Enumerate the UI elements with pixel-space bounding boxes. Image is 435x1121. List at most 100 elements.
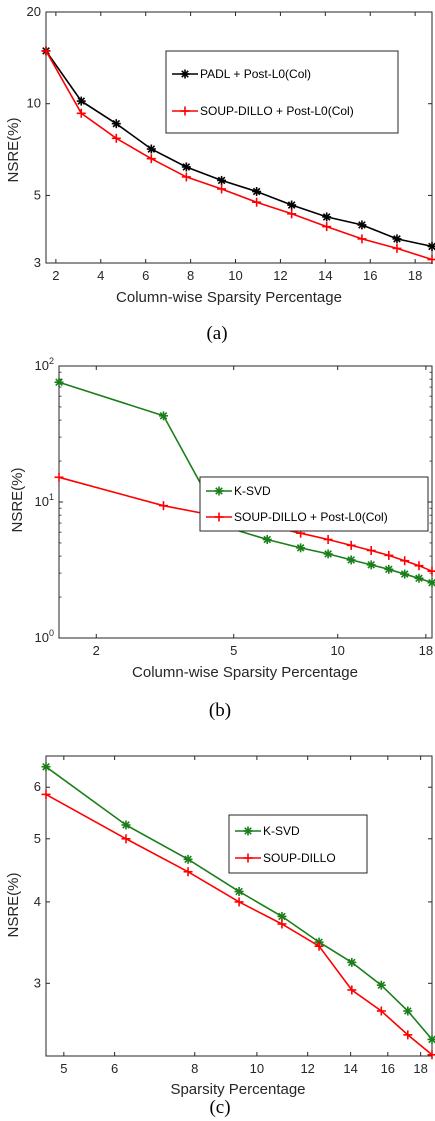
data-point bbox=[376, 980, 386, 990]
data-point bbox=[252, 187, 262, 197]
x-tick-label: 5 bbox=[60, 1061, 67, 1076]
data-point bbox=[146, 144, 156, 154]
data-point bbox=[427, 1050, 435, 1060]
x-tick-label: 6 bbox=[142, 268, 149, 283]
data-point bbox=[121, 834, 131, 844]
data-point bbox=[347, 957, 357, 967]
data-point bbox=[183, 854, 193, 864]
y-axis-label-a: NSRE(%) bbox=[5, 117, 22, 182]
data-point bbox=[323, 549, 333, 559]
data-point bbox=[277, 919, 287, 929]
chart-c: 5 6 8 10 12 14 16 18 3 4 5 6 K-SVD SOUP-DILLO Sparsi… bbox=[5, 755, 435, 1118]
data-point bbox=[366, 545, 376, 555]
data-point bbox=[427, 1034, 435, 1044]
data-point bbox=[183, 867, 193, 877]
y-tick-label: 5 bbox=[34, 831, 41, 846]
data-point bbox=[287, 209, 297, 219]
legend-entry: K-SVD bbox=[235, 824, 300, 838]
data-point bbox=[403, 1006, 413, 1016]
data-point bbox=[403, 1030, 413, 1040]
x-tick-label: 18 bbox=[408, 268, 422, 283]
legend-marker bbox=[214, 512, 224, 522]
series-line bbox=[45, 766, 433, 1040]
y-tick-label: 20 bbox=[27, 4, 41, 19]
legend-entry: K-SVD bbox=[206, 484, 271, 498]
data-point bbox=[427, 578, 435, 588]
y-tick-label: 5 bbox=[34, 187, 41, 202]
x-tick-label: 10 bbox=[330, 643, 344, 658]
legend-c: K-SVD SOUP-DILLO bbox=[228, 814, 368, 874]
data-point bbox=[376, 1006, 386, 1016]
legend-marker bbox=[214, 486, 224, 496]
x-axis-label-b: Column-wise Sparsity Percentage bbox=[132, 664, 358, 681]
x-tick-label: 6 bbox=[111, 1061, 118, 1076]
data-point bbox=[41, 762, 51, 772]
data-point bbox=[287, 200, 297, 210]
legend-box-c bbox=[228, 814, 368, 874]
legend-a: PADL + Post-L0(Col) SOUP-DILLO + Post-L0(… bbox=[165, 50, 399, 134]
data-point bbox=[111, 133, 121, 143]
x-tick-label: 10 bbox=[228, 268, 242, 283]
data-point bbox=[252, 197, 262, 207]
data-point bbox=[414, 573, 424, 583]
series-line bbox=[45, 50, 433, 248]
data-point bbox=[392, 234, 402, 244]
data-point bbox=[323, 534, 333, 544]
plot-area-a bbox=[45, 11, 433, 264]
series-k-svd bbox=[41, 762, 435, 1044]
data-point bbox=[322, 222, 332, 232]
data-point bbox=[41, 789, 51, 799]
data-point bbox=[76, 96, 86, 106]
x-tick-label: 18 bbox=[419, 643, 433, 658]
x-axis-label-c: Sparsity Percentage bbox=[170, 1081, 305, 1098]
chart-a: 2 4 6 8 10 12 14 16 18 3 5 10 20 PADL + Post-L0(Col)… bbox=[5, 4, 435, 344]
data-point bbox=[234, 897, 244, 907]
legend-entry: PADL + Post-L0(Col) bbox=[172, 67, 311, 81]
y-tick-label: 101 bbox=[35, 492, 54, 509]
caption-a: (a) bbox=[206, 323, 227, 344]
data-point bbox=[427, 241, 435, 251]
data-point bbox=[262, 534, 272, 544]
y-tick-label: 102 bbox=[35, 356, 54, 373]
data-point bbox=[181, 172, 191, 182]
data-point bbox=[296, 543, 306, 553]
data-point bbox=[111, 119, 121, 129]
data-point bbox=[158, 411, 168, 421]
series-line bbox=[45, 50, 433, 261]
x-tick-label: 2 bbox=[93, 643, 100, 658]
legend-entry: SOUP-DILLO bbox=[235, 851, 336, 865]
y-tick-label: 10 bbox=[27, 96, 41, 111]
series-soup-dillo bbox=[41, 789, 435, 1060]
data-point bbox=[357, 234, 367, 244]
legend-marker bbox=[243, 853, 253, 863]
y-axis-label-b: NSRE(%) bbox=[9, 467, 26, 532]
x-tick-label: 14 bbox=[318, 268, 332, 283]
data-point bbox=[217, 175, 227, 185]
data-point bbox=[357, 220, 367, 230]
legend-entry: SOUP-DILLO + Post-L0(Col) bbox=[206, 510, 388, 524]
legend-marker bbox=[243, 826, 253, 836]
legend-label: SOUP-DILLO bbox=[263, 851, 336, 865]
data-point bbox=[427, 566, 435, 576]
data-point bbox=[54, 472, 64, 482]
y-tick-label: 6 bbox=[34, 779, 41, 794]
x-axis-label-a: Column-wise Sparsity Percentage bbox=[116, 289, 342, 306]
legend-marker bbox=[180, 69, 190, 79]
caption-b: (b) bbox=[209, 700, 231, 721]
x-tick-label: 5 bbox=[230, 643, 237, 658]
data-point bbox=[347, 985, 357, 995]
legend-label: SOUP-DILLO + Post-L0(Col) bbox=[200, 104, 354, 118]
data-point bbox=[121, 820, 131, 830]
x-tick-label: 8 bbox=[191, 1061, 198, 1076]
y-tick-label: 100 bbox=[35, 628, 54, 645]
legend-box-a bbox=[165, 50, 399, 134]
y-tick-label: 4 bbox=[34, 894, 41, 909]
data-point bbox=[217, 184, 227, 194]
x-tick-label: 10 bbox=[250, 1061, 264, 1076]
data-point bbox=[41, 46, 51, 56]
x-tick-label: 12 bbox=[273, 268, 287, 283]
x-tick-label: 16 bbox=[363, 268, 377, 283]
series-padl-post-l0-col- bbox=[41, 46, 435, 251]
data-point bbox=[400, 569, 410, 579]
